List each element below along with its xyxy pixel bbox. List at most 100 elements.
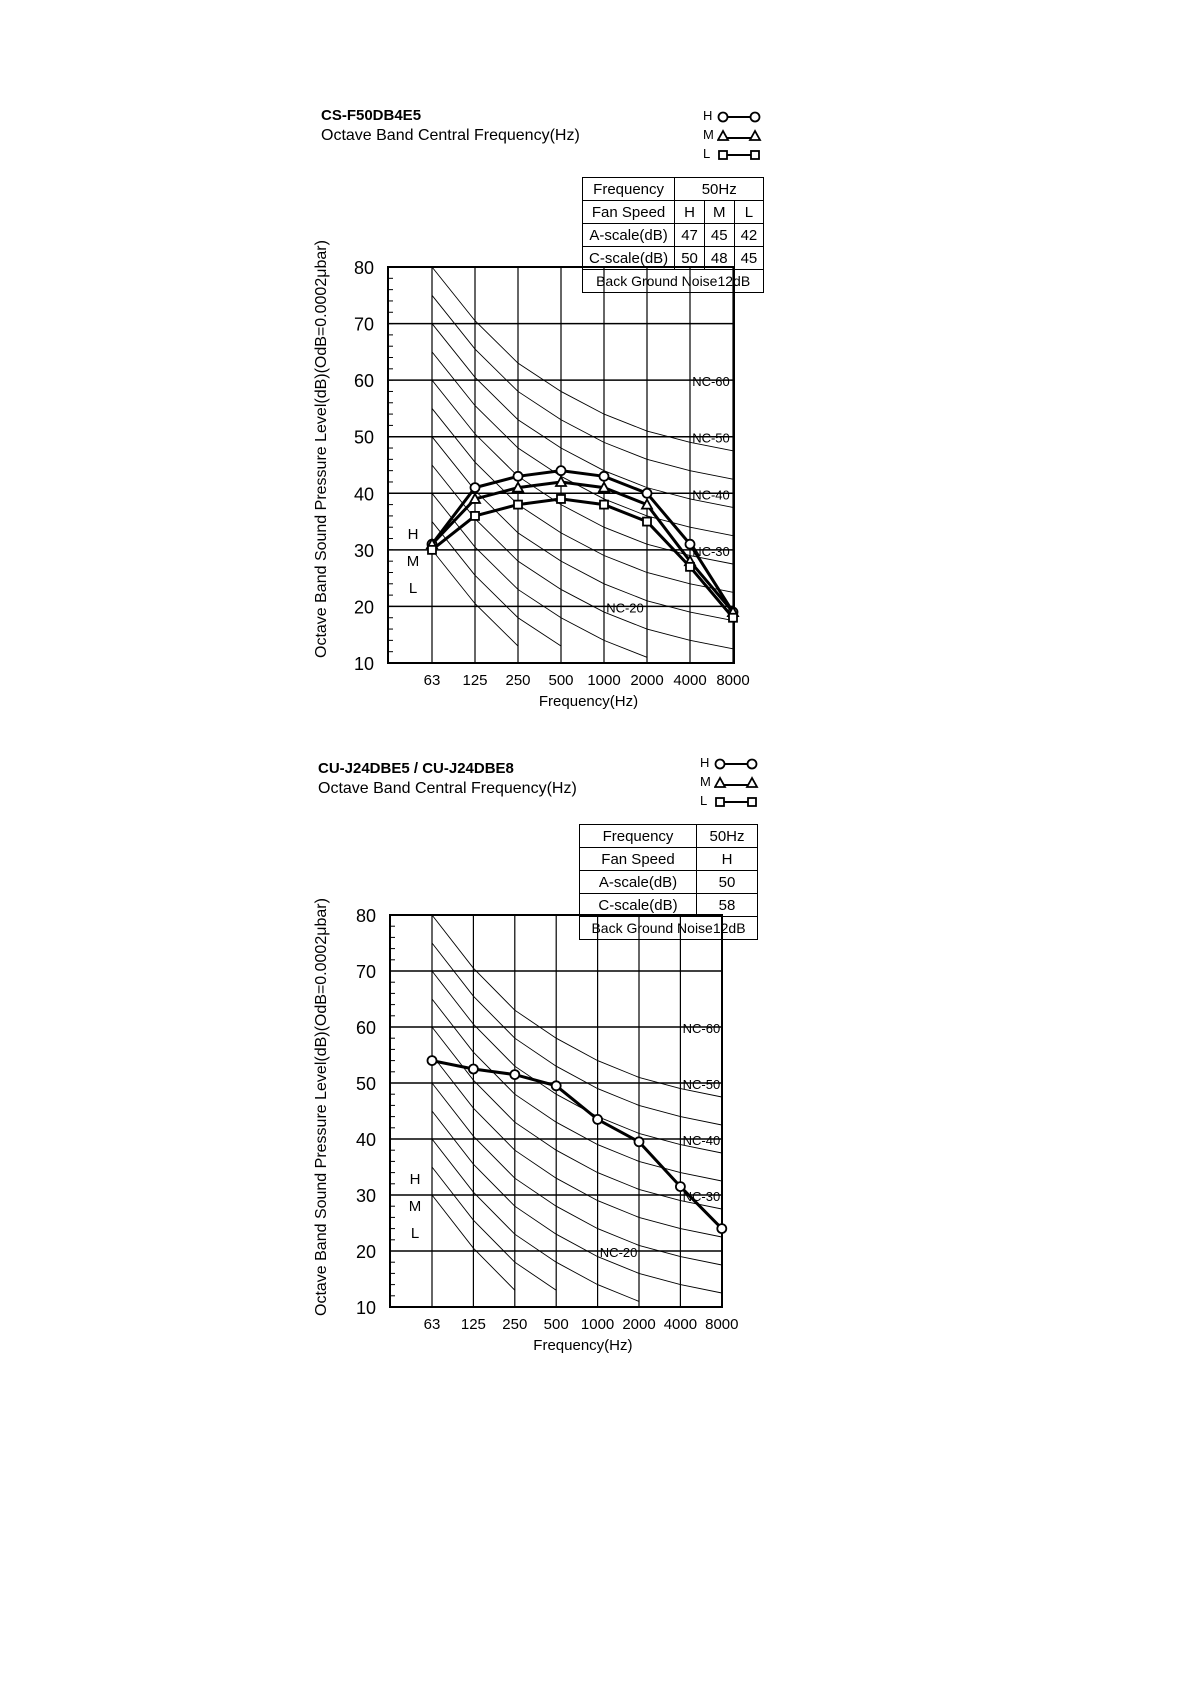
circle-marker-icon	[717, 111, 761, 123]
data-point-m	[511, 480, 525, 493]
square-marker-icon	[715, 797, 757, 807]
nc-curve	[431, 1166, 557, 1291]
data-point-h	[633, 1136, 645, 1148]
y-tick-label: 20	[356, 1242, 376, 1262]
legend-item-m: M	[700, 773, 770, 792]
data-point-h	[592, 1114, 603, 1125]
table-row: A-scale(dB) 47 45 42	[581, 223, 765, 247]
legend-label: H	[700, 755, 710, 770]
data-point-l	[685, 561, 695, 572]
x-tick-label: 4000	[664, 1316, 697, 1333]
legend-item-h: H	[700, 754, 770, 773]
table-row: A-scale(dB) 50	[579, 870, 758, 894]
nc-label: NC-20	[606, 600, 644, 615]
x-tick-label: 1000	[581, 1316, 614, 1333]
nc-curve	[431, 1110, 722, 1294]
data-point-l	[556, 494, 566, 504]
data-point-h	[716, 1223, 728, 1234]
table-cell: Frequency	[579, 824, 697, 848]
nc-curve	[431, 408, 734, 593]
table-cell: 45	[703, 223, 735, 247]
x-tick-label: 250	[505, 672, 530, 689]
chart-2-title: CU-J24DBE5 / CU-J24DBE8	[318, 760, 514, 777]
nc-curve	[431, 942, 722, 1126]
nc-curve	[431, 266, 734, 452]
triangle-marker-icon	[714, 776, 759, 788]
table-footer: Back Ground Noise12dB	[579, 916, 758, 940]
table-cell: 47	[674, 223, 705, 247]
data-point-l	[513, 499, 523, 510]
nc-curve	[431, 1138, 640, 1302]
data-point-l	[599, 499, 609, 510]
x-tick-label: 500	[544, 1316, 569, 1333]
nc-curve	[431, 998, 722, 1182]
legend-item-m: M	[703, 126, 773, 145]
legend-item-h: H	[703, 107, 773, 126]
side-label: M	[409, 1198, 422, 1215]
table-cell: M	[703, 200, 735, 224]
data-point-h	[467, 1063, 479, 1075]
table-cell: A-scale(dB)	[579, 870, 697, 894]
nc-curve	[431, 1054, 722, 1238]
circle-marker-icon	[714, 758, 758, 770]
x-tick-label: 63	[424, 1316, 441, 1333]
x-tick-label: 1000	[587, 672, 620, 689]
data-point-l	[642, 516, 652, 527]
chart-2-legend: H M L	[700, 754, 770, 811]
x-tick-label: 4000	[673, 672, 706, 689]
table-cell: C-scale(dB)	[579, 893, 697, 917]
x-tick-label: 2000	[622, 1316, 655, 1333]
nc-curve	[431, 970, 722, 1154]
nc-label: NC-40	[692, 487, 730, 502]
nc-label: NC-60	[692, 374, 730, 389]
y-tick-label: 50	[356, 1074, 376, 1094]
nc-label: NC-50	[692, 431, 730, 446]
data-point-l	[427, 544, 437, 555]
data-point-h	[684, 538, 696, 550]
legend-label: M	[703, 127, 714, 142]
y-tick-label: 70	[356, 962, 376, 982]
table-row: C-scale(dB) 58	[579, 893, 758, 917]
table-cell: 45	[733, 246, 765, 270]
y-tick-label: 20	[354, 597, 374, 617]
legend-label: M	[700, 774, 711, 789]
table-cell: H	[674, 200, 705, 224]
nc-curve	[431, 914, 722, 1098]
y-tick-label: 70	[354, 315, 374, 335]
y-tick-label: 80	[354, 258, 374, 278]
x-tick-label: 250	[502, 1316, 527, 1333]
table-cell: A-scale(dB)	[581, 223, 676, 247]
legend-label: L	[703, 146, 711, 161]
nc-curve	[431, 351, 734, 537]
y-tick-label: 80	[356, 906, 376, 926]
nc-curve	[431, 521, 562, 647]
side-label: L	[409, 580, 417, 597]
nc-label: NC-40	[683, 1133, 721, 1148]
chart-2-subtitle: Octave Band Central Frequency(Hz)	[318, 780, 577, 797]
x-axis-label: Frequency(Hz)	[533, 1337, 632, 1354]
triangle-marker-icon	[717, 129, 762, 141]
x-tick-label: 8000	[705, 1316, 738, 1333]
nc-label: NC-30	[692, 544, 730, 559]
x-tick-label: 2000	[630, 672, 663, 689]
y-tick-label: 10	[354, 654, 374, 674]
table-cell: Fan Speed	[581, 200, 676, 224]
chart-1-subtitle: Octave Band Central Frequency(Hz)	[321, 127, 580, 144]
side-label: L	[411, 1225, 419, 1242]
x-axis-label: Frequency(Hz)	[539, 693, 638, 710]
x-tick-label: 500	[548, 672, 573, 689]
table-cell: 50Hz	[696, 824, 758, 848]
legend-label: L	[700, 793, 708, 808]
square-marker-icon	[718, 150, 760, 160]
table-row: Fan Speed H M L	[581, 200, 765, 224]
nc-curve	[431, 1026, 722, 1210]
nc-label: NC-50	[683, 1077, 721, 1092]
y-tick-label: 40	[354, 484, 374, 504]
chart-1-legend: H M L	[703, 107, 773, 164]
nc-curve	[431, 295, 734, 480]
data-point-h	[550, 1080, 562, 1092]
data-point-m	[468, 492, 482, 504]
table-cell: 42	[733, 223, 765, 247]
nc-curve	[431, 1194, 516, 1291]
